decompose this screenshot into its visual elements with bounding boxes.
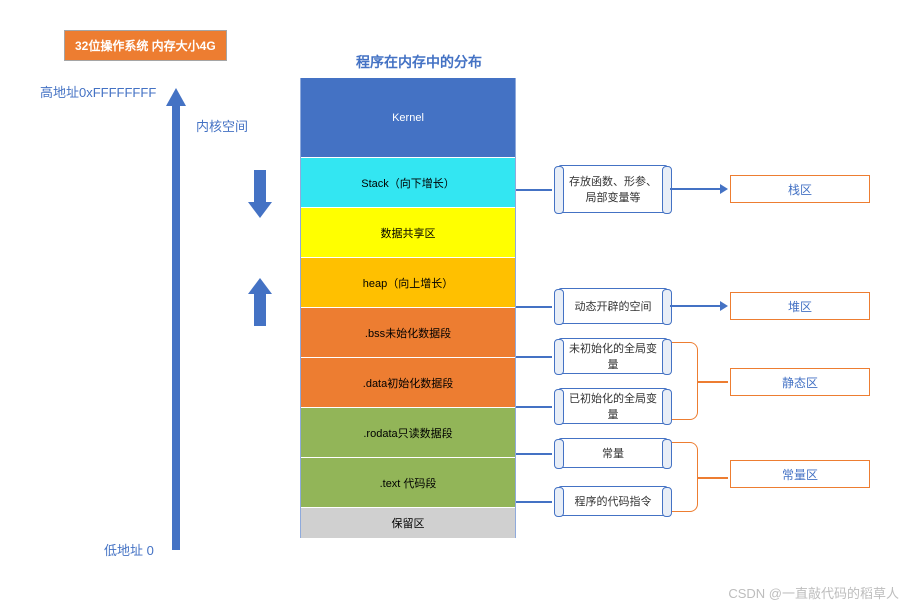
region-box: 静态区	[730, 368, 870, 396]
diagram-title: 程序在内存中的分布	[356, 52, 482, 72]
curly-bracket	[672, 442, 698, 512]
memory-segment: .bss未始化数据段	[301, 308, 515, 358]
connector-line	[516, 453, 552, 455]
region-box: 堆区	[730, 292, 870, 320]
connector-line	[516, 306, 552, 308]
connector-line	[516, 406, 552, 408]
memory-segment: 数据共享区	[301, 208, 515, 258]
memory-segment: Kernel	[301, 78, 515, 158]
arrow-right	[670, 305, 720, 307]
region-box: 栈区	[730, 175, 870, 203]
arrow-right	[670, 188, 720, 190]
connector-line	[516, 356, 552, 358]
address-axis-arrow	[168, 88, 184, 550]
kernel-space-label: 内核空间	[196, 116, 248, 135]
description-scroll: 已初始化的全局变量	[558, 388, 668, 424]
bracket-stem	[698, 477, 728, 479]
curly-bracket	[672, 342, 698, 420]
heap-grows-up-arrow	[248, 278, 272, 326]
connector-line	[516, 189, 552, 191]
memory-segment: heap（向上增长）	[301, 258, 515, 308]
region-box: 常量区	[730, 460, 870, 488]
memory-layout-stack: KernelStack（向下增长）数据共享区heap（向上增长）.bss未始化数…	[300, 78, 516, 538]
description-scroll: 程序的代码指令	[558, 486, 668, 516]
low-address-label: 低地址 0	[104, 540, 154, 559]
memory-segment: Stack（向下增长）	[301, 158, 515, 208]
memory-segment: .text 代码段	[301, 458, 515, 508]
description-scroll: 存放函数、形参、局部变量等	[558, 165, 668, 213]
memory-segment: 保留区	[301, 508, 515, 538]
connector-line	[516, 501, 552, 503]
watermark-text: CSDN @一直敲代码的稻草人	[728, 583, 899, 602]
stack-grows-down-arrow	[248, 170, 272, 218]
memory-segment: .data初始化数据段	[301, 358, 515, 408]
high-address-label: 高地址0xFFFFFFFF	[40, 82, 156, 101]
memory-segment: .rodata只读数据段	[301, 408, 515, 458]
description-scroll: 动态开辟的空间	[558, 288, 668, 324]
description-scroll: 常量	[558, 438, 668, 468]
os-title-badge: 32位操作系统 内存大小4G	[64, 30, 227, 61]
bracket-stem	[698, 381, 728, 383]
description-scroll: 未初始化的全局变量	[558, 338, 668, 374]
